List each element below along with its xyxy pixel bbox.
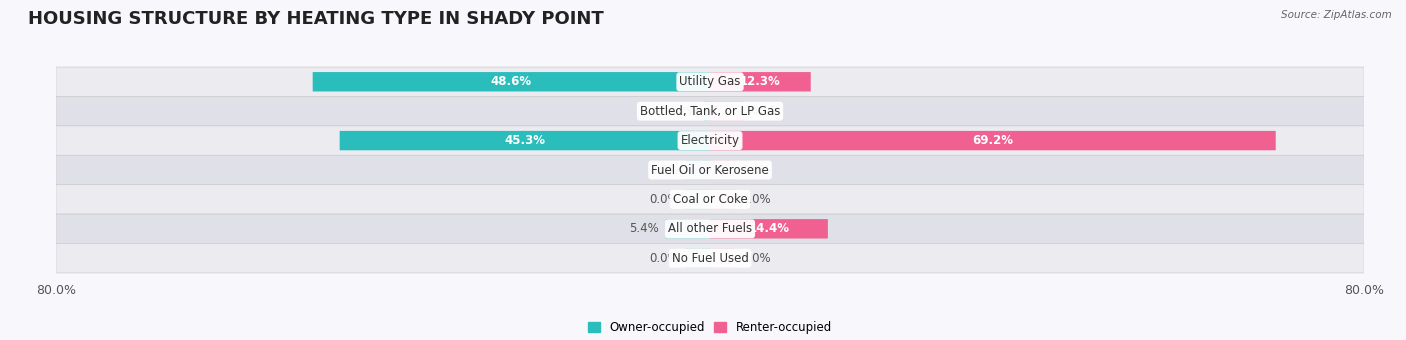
FancyBboxPatch shape: [710, 219, 828, 239]
FancyBboxPatch shape: [710, 72, 811, 91]
Text: No Fuel Used: No Fuel Used: [672, 252, 748, 265]
Text: Bottled, Tank, or LP Gas: Bottled, Tank, or LP Gas: [640, 105, 780, 118]
FancyBboxPatch shape: [56, 97, 1364, 126]
Text: Electricity: Electricity: [681, 134, 740, 147]
FancyBboxPatch shape: [685, 249, 710, 268]
FancyBboxPatch shape: [56, 185, 1364, 214]
FancyBboxPatch shape: [710, 131, 1275, 150]
Text: 14.4%: 14.4%: [748, 222, 789, 235]
Text: 0.0%: 0.0%: [650, 193, 679, 206]
Text: 0.0%: 0.0%: [741, 164, 770, 176]
FancyBboxPatch shape: [710, 101, 744, 121]
Text: Fuel Oil or Kerosene: Fuel Oil or Kerosene: [651, 164, 769, 176]
Text: HOUSING STRUCTURE BY HEATING TYPE IN SHADY POINT: HOUSING STRUCTURE BY HEATING TYPE IN SHA…: [28, 10, 603, 28]
Text: 69.2%: 69.2%: [973, 134, 1014, 147]
FancyBboxPatch shape: [685, 160, 710, 180]
FancyBboxPatch shape: [665, 219, 710, 239]
Text: 4.1%: 4.1%: [749, 105, 780, 118]
FancyBboxPatch shape: [56, 155, 1364, 185]
Text: 48.6%: 48.6%: [491, 75, 531, 88]
Text: 0.0%: 0.0%: [650, 252, 679, 265]
FancyBboxPatch shape: [704, 101, 710, 121]
Text: 12.3%: 12.3%: [740, 75, 780, 88]
FancyBboxPatch shape: [312, 72, 710, 91]
FancyBboxPatch shape: [56, 67, 1364, 97]
FancyBboxPatch shape: [340, 131, 710, 150]
Text: Utility Gas: Utility Gas: [679, 75, 741, 88]
Text: 5.4%: 5.4%: [630, 222, 659, 235]
FancyBboxPatch shape: [56, 126, 1364, 155]
Text: 0.72%: 0.72%: [661, 105, 697, 118]
FancyBboxPatch shape: [685, 190, 710, 209]
Text: 0.0%: 0.0%: [741, 252, 770, 265]
FancyBboxPatch shape: [710, 190, 735, 209]
Text: 45.3%: 45.3%: [505, 134, 546, 147]
FancyBboxPatch shape: [56, 243, 1364, 273]
FancyBboxPatch shape: [710, 160, 735, 180]
FancyBboxPatch shape: [56, 214, 1364, 243]
Text: Source: ZipAtlas.com: Source: ZipAtlas.com: [1281, 10, 1392, 20]
Text: 0.0%: 0.0%: [650, 164, 679, 176]
Text: 0.0%: 0.0%: [741, 193, 770, 206]
FancyBboxPatch shape: [710, 249, 735, 268]
Text: All other Fuels: All other Fuels: [668, 222, 752, 235]
Legend: Owner-occupied, Renter-occupied: Owner-occupied, Renter-occupied: [588, 321, 832, 334]
Text: Coal or Coke: Coal or Coke: [672, 193, 748, 206]
